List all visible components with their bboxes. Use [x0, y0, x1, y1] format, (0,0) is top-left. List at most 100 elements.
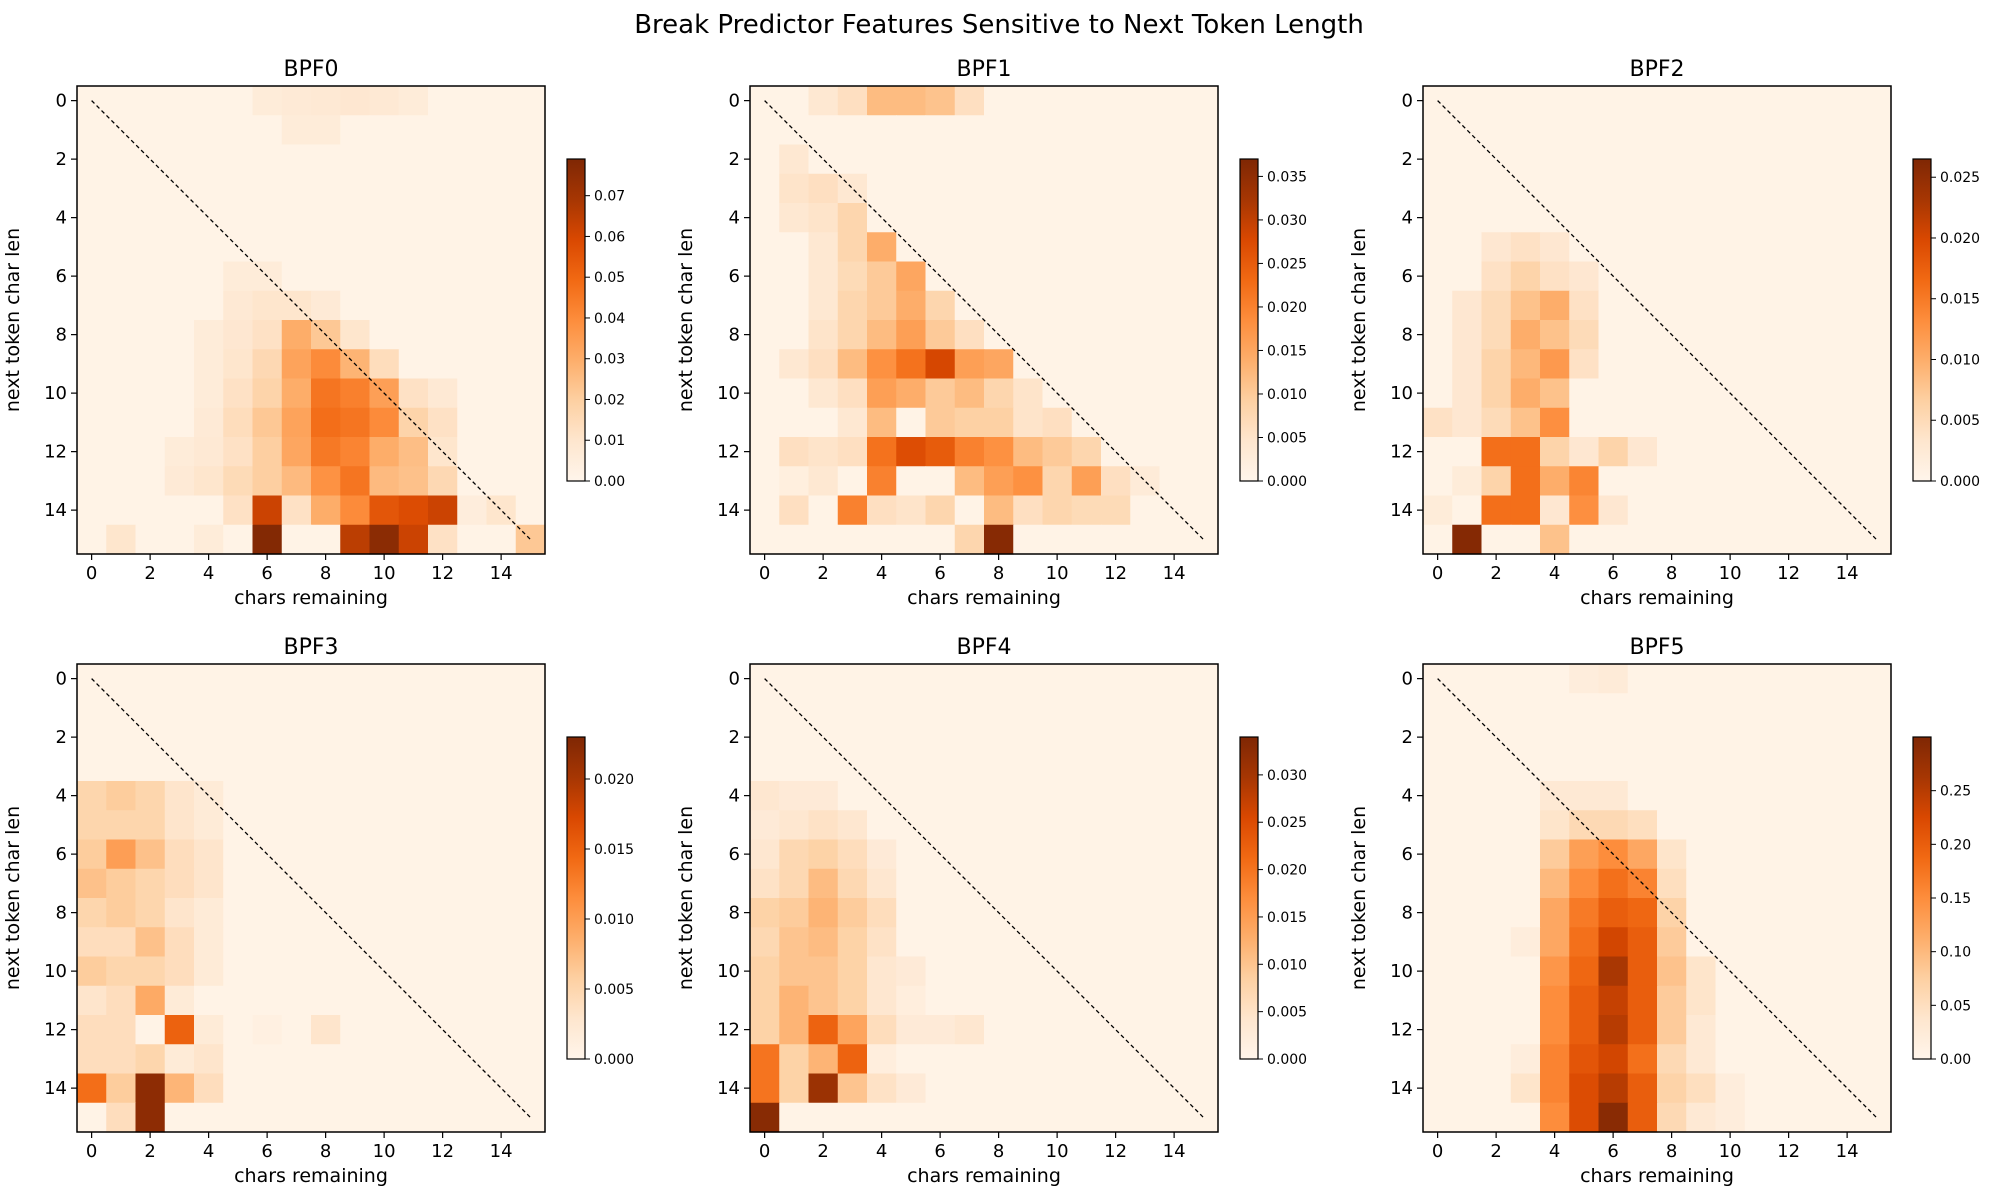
heatmap-cell: [194, 378, 224, 409]
heatmap-cell: [369, 839, 400, 870]
heatmap-cell: [311, 868, 341, 899]
heatmap-cell: [369, 320, 400, 350]
heatmap-cell: [77, 722, 107, 753]
heatmap-cell: [77, 781, 107, 811]
heatmap-cell: [1071, 232, 1102, 263]
heatmap-cell: [1744, 664, 1775, 694]
heatmap-cell: [1657, 810, 1687, 841]
heatmap-cell: [1101, 320, 1131, 350]
heatmap-cell: [1627, 437, 1658, 467]
heatmap-cell: [135, 320, 166, 350]
heatmap-cell: [135, 349, 166, 380]
heatmap-cell: [1744, 751, 1775, 782]
heatmap-cell: [925, 985, 956, 1016]
heatmap-cell: [223, 751, 254, 782]
heatmap-cell: [1744, 1102, 1775, 1133]
heatmap-cell: [1627, 115, 1658, 146]
x-tick-label: 8: [320, 563, 331, 584]
heatmap-cell: [1657, 378, 1687, 409]
heatmap-cell: [106, 1015, 137, 1045]
colorbar-tick-label: 0.07: [594, 189, 625, 205]
heatmap-cell: [750, 956, 780, 987]
heatmap-cell: [164, 173, 195, 204]
heatmap-cell: [1071, 1102, 1102, 1133]
heatmap-cell: [1569, 751, 1600, 782]
heatmap-cell: [164, 320, 195, 350]
heatmap-cell: [1071, 1044, 1102, 1075]
heatmap-cell: [1013, 261, 1044, 292]
heatmap-cell: [1861, 524, 1892, 555]
heatmap-cell: [1071, 693, 1102, 724]
heatmap-cell: [954, 1044, 985, 1075]
heatmap-cell: [1540, 261, 1570, 292]
heatmap-cell: [223, 261, 254, 292]
axes-frame: [1422, 85, 1892, 555]
heatmap-cell: [311, 144, 341, 175]
heatmap-cell: [1861, 927, 1892, 958]
heatmap-cell: [77, 290, 107, 321]
heatmap-cell: [515, 290, 546, 321]
heatmap-cell: [194, 927, 224, 958]
heatmap-cell: [1510, 290, 1541, 321]
heatmap-cell: [1861, 664, 1892, 694]
heatmap-cell: [925, 349, 956, 380]
heatmap-cell: [984, 868, 1014, 899]
heatmap-cell: [1481, 466, 1512, 497]
y-tick-label: 10: [717, 383, 740, 404]
colorbar-tick-label: 0.000: [594, 1052, 634, 1068]
heatmap-cell: [1042, 810, 1073, 841]
heatmap-cell: [779, 290, 810, 321]
heatmap-cell: [1627, 751, 1658, 782]
heatmap-cell: [428, 261, 458, 292]
y-tick-label: 12: [717, 442, 740, 463]
heatmap-cell: [515, 839, 546, 870]
heatmap-cell: [135, 781, 166, 811]
heatmap-cell: [1188, 466, 1219, 497]
heatmap-cell: [896, 693, 927, 724]
heatmap-cell: [954, 693, 985, 724]
heatmap-cell: [1686, 722, 1717, 753]
heatmap-cell: [1686, 810, 1717, 841]
heatmap-cell: [1686, 290, 1717, 321]
heatmap-cell: [896, 378, 927, 409]
heatmap-cell: [1423, 810, 1453, 841]
heatmap-cell: [1569, 781, 1600, 811]
heatmap-cell: [1071, 751, 1102, 782]
heatmap-cell: [1101, 115, 1131, 146]
heatmap-cell: [1071, 261, 1102, 292]
heatmap-cell: [837, 781, 868, 811]
heatmap-cell: [1188, 495, 1219, 526]
heatmap-cell: [867, 407, 897, 438]
heatmap-cell: [428, 927, 458, 958]
heatmap-cell: [1598, 898, 1629, 928]
heatmap-cell: [164, 956, 195, 987]
heatmap-cell: [486, 1102, 517, 1133]
heatmap-cell: [1627, 495, 1658, 526]
heatmap-cell: [1861, 722, 1892, 753]
heatmap-cell: [1481, 437, 1512, 467]
heatmap-cell: [1803, 927, 1834, 958]
heatmap-cell: [837, 664, 868, 694]
x-tick-label: 4: [876, 563, 887, 584]
heatmap-cell: [135, 173, 166, 204]
heatmap-cell: [106, 839, 137, 870]
heatmap-cell: [340, 144, 371, 175]
heatmap-cell: [1101, 781, 1131, 811]
heatmap-cell: [1774, 524, 1804, 555]
heatmap-cell: [106, 868, 137, 899]
heatmap-cell: [106, 466, 137, 497]
y-tick-label: 12: [1390, 1020, 1413, 1041]
heatmap-cell: [1803, 839, 1834, 870]
heatmap-cell: [1188, 839, 1219, 870]
heatmap-cell: [1101, 466, 1131, 497]
heatmap-cell: [1569, 1015, 1600, 1045]
heatmap-cell: [750, 839, 780, 870]
heatmap-cell: [1598, 781, 1629, 811]
heatmap-cell: [281, 1102, 312, 1133]
heatmap-cell: [223, 320, 254, 350]
heatmap-cell: [1159, 290, 1190, 321]
heatmap-cell: [1744, 115, 1775, 146]
x-tick-label: 6: [261, 1141, 272, 1162]
heatmap-cell: [1071, 1015, 1102, 1045]
heatmap-cell: [1481, 524, 1512, 555]
